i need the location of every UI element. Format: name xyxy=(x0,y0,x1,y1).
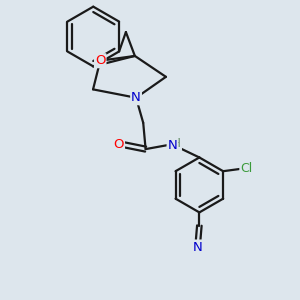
Text: N: N xyxy=(193,241,202,254)
Text: O: O xyxy=(95,54,106,67)
Text: H: H xyxy=(172,137,181,150)
Text: N: N xyxy=(168,139,177,152)
Text: Cl: Cl xyxy=(240,162,253,175)
Text: N: N xyxy=(131,91,141,104)
Text: O: O xyxy=(113,138,124,151)
